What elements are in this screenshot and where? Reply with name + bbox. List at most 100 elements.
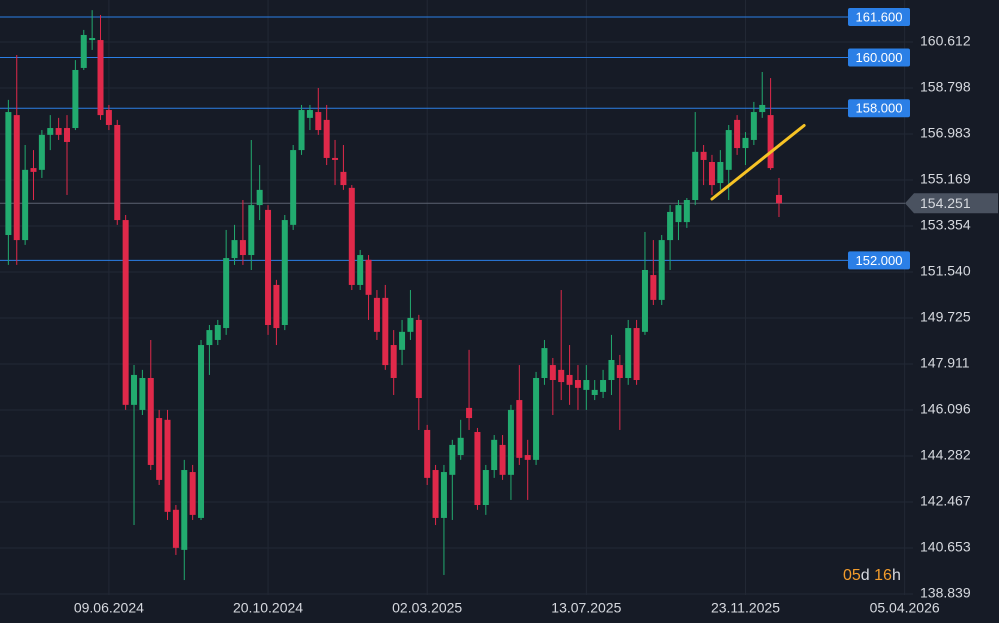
candle-body: [633, 328, 640, 381]
y-tick-label: 149.725: [920, 309, 971, 325]
candle-body: [675, 205, 682, 223]
candle-body: [474, 431, 481, 506]
x-tick-label: 13.07.2025: [551, 600, 621, 616]
level-label: 161.600: [856, 9, 903, 24]
trend-line: [710, 123, 806, 201]
candle-body: [558, 369, 565, 383]
candle-body: [214, 325, 221, 340]
candle-body: [281, 220, 288, 326]
candle-body: [407, 317, 414, 332]
candle-body: [80, 34, 87, 68]
candle-body: [482, 470, 489, 506]
candle-body: [323, 119, 330, 158]
candle-body: [306, 110, 313, 118]
candle-body: [265, 209, 272, 326]
y-tick-label: 146.096: [920, 401, 971, 417]
candle-body: [290, 150, 297, 225]
candle-body: [348, 187, 355, 285]
level-badge: [848, 99, 910, 118]
candle-body: [122, 220, 129, 405]
level-badge: [848, 48, 910, 67]
candle-body: [357, 255, 364, 285]
candle-body: [239, 240, 246, 256]
candle-body: [181, 470, 188, 550]
countdown-part: 16: [874, 567, 892, 584]
x-tick-label: 20.10.2024: [233, 600, 303, 616]
candle-body: [574, 380, 581, 388]
candle-body: [399, 331, 406, 350]
candle-body: [105, 110, 112, 125]
y-tick-label: 142.467: [920, 493, 971, 509]
level-label: 152.000: [856, 253, 903, 268]
candle-body: [734, 119, 741, 149]
candle-body: [248, 205, 255, 256]
y-tick-label: 140.653: [920, 539, 971, 555]
candle-body: [457, 437, 464, 456]
candle-body: [231, 240, 238, 259]
y-tick-label: 147.911: [920, 355, 970, 371]
candle-body: [72, 69, 79, 129]
candle-body: [131, 374, 138, 405]
y-tick-label: 160.612: [920, 33, 971, 49]
countdown-part: d: [861, 567, 874, 584]
candle-body: [5, 112, 12, 236]
candle-body: [499, 444, 506, 475]
candle-body: [172, 509, 179, 548]
candle-body: [683, 200, 690, 223]
candle-body: [382, 297, 389, 366]
y-tick-label: 156.983: [920, 125, 971, 141]
candle-body: [89, 38, 96, 41]
level-label: 158.000: [856, 101, 903, 116]
candle-body: [700, 151, 707, 160]
candle-body: [415, 319, 422, 399]
candle-body: [97, 40, 104, 116]
level-label: 160.000: [856, 50, 903, 65]
candle-body: [424, 429, 431, 478]
y-tick-label: 144.282: [920, 447, 971, 463]
y-tick-label: 155.169: [920, 171, 971, 187]
candle-body: [206, 330, 213, 346]
candle-body: [533, 377, 540, 460]
candle-body: [566, 374, 573, 385]
last-price-badge: [905, 193, 998, 214]
candle-body: [491, 439, 498, 471]
countdown-part: 05: [843, 567, 861, 584]
candle-body: [147, 377, 154, 465]
candle-body: [667, 211, 674, 241]
candle-body: [600, 380, 607, 392]
candle-body: [64, 128, 71, 142]
candle-body: [516, 400, 523, 458]
candle-body: [591, 389, 598, 395]
candle-body: [692, 151, 699, 201]
x-tick-label: 09.06.2024: [74, 600, 144, 616]
countdown: 05d 16h: [843, 567, 901, 584]
y-tick-label: 151.540: [920, 263, 971, 279]
candle-body: [775, 194, 782, 204]
candle-body: [114, 124, 121, 221]
countdown-part: h: [892, 567, 901, 584]
candle-body: [658, 240, 665, 300]
candle-body: [708, 161, 715, 186]
candle-body: [507, 409, 514, 475]
candle-body: [466, 407, 473, 419]
candle-body: [223, 258, 230, 329]
y-tick-label: 153.354: [920, 217, 971, 233]
y-tick-label: 158.798: [920, 79, 971, 95]
y-tick-label: 138.839: [920, 585, 971, 601]
candle-body: [298, 110, 305, 151]
candle-body: [608, 359, 615, 381]
candle-body: [47, 128, 54, 135]
candle-body: [625, 328, 632, 378]
x-tick-label: 02.03.2025: [392, 600, 462, 616]
candle-body: [198, 345, 205, 518]
candle-body: [717, 161, 724, 184]
candle-body: [583, 380, 590, 390]
candle-body: [189, 472, 196, 515]
candle-body: [273, 284, 280, 329]
x-tick-label: 05.04.2026: [870, 600, 940, 616]
level-badge: [848, 251, 910, 270]
candle-body: [767, 115, 774, 169]
